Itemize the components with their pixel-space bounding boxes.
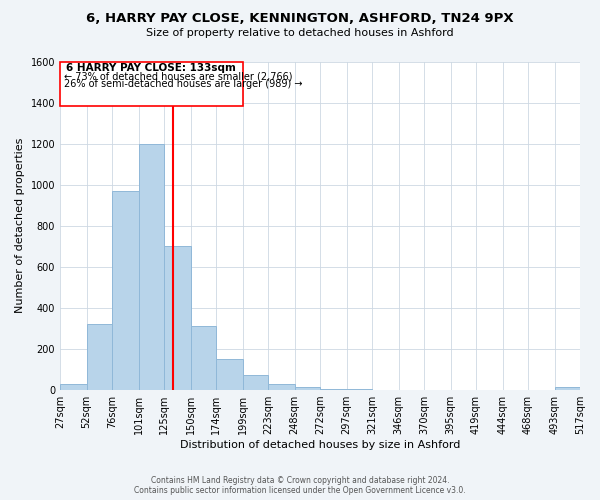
Bar xyxy=(139,144,164,390)
Bar xyxy=(112,191,139,390)
Bar xyxy=(164,246,191,390)
Y-axis label: Number of detached properties: Number of detached properties xyxy=(15,138,25,314)
Text: ← 73% of detached houses are smaller (2,766): ← 73% of detached houses are smaller (2,… xyxy=(64,72,293,82)
Bar xyxy=(60,384,86,390)
Bar xyxy=(191,326,216,390)
Text: 6, HARRY PAY CLOSE, KENNINGTON, ASHFORD, TN24 9PX: 6, HARRY PAY CLOSE, KENNINGTON, ASHFORD,… xyxy=(86,12,514,26)
Bar xyxy=(216,360,242,390)
Bar xyxy=(320,389,347,390)
Text: 26% of semi-detached houses are larger (989) →: 26% of semi-detached houses are larger (… xyxy=(64,79,303,89)
Bar xyxy=(347,389,372,390)
Text: Size of property relative to detached houses in Ashford: Size of property relative to detached ho… xyxy=(146,28,454,38)
Bar xyxy=(554,387,580,390)
Bar xyxy=(86,324,112,390)
Bar xyxy=(242,374,268,390)
FancyBboxPatch shape xyxy=(60,62,242,106)
X-axis label: Distribution of detached houses by size in Ashford: Distribution of detached houses by size … xyxy=(180,440,460,450)
Bar xyxy=(268,384,295,390)
Text: 6 HARRY PAY CLOSE: 133sqm: 6 HARRY PAY CLOSE: 133sqm xyxy=(67,62,236,72)
Text: Contains HM Land Registry data © Crown copyright and database right 2024.
Contai: Contains HM Land Registry data © Crown c… xyxy=(134,476,466,495)
Bar xyxy=(295,387,320,390)
